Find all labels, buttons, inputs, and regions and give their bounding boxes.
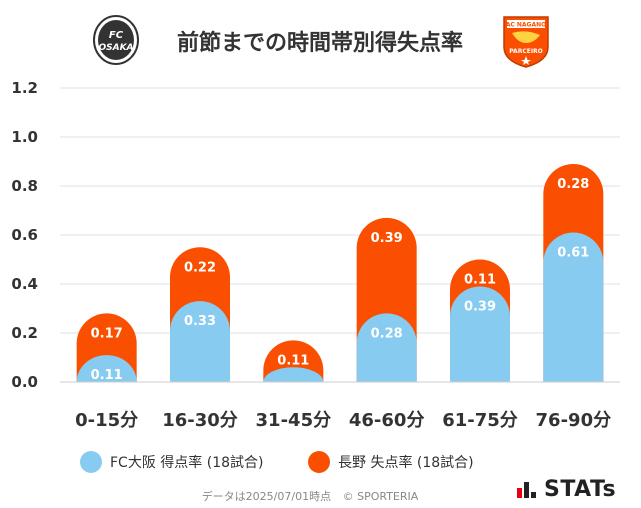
- y-tick-label: 1.0: [11, 128, 38, 146]
- fc-osaka-logo: FC OSAKA: [92, 14, 140, 66]
- svg-text:FC: FC: [109, 30, 124, 41]
- y-tick-label: 0.6: [11, 226, 38, 244]
- data-label-fc-osaka: 0.28: [371, 326, 403, 341]
- stats-logo-icon: [517, 482, 536, 498]
- svg-text:AC NAGANO: AC NAGANO: [506, 22, 547, 29]
- legend: FC大阪 得点率 (18試合) 長野 失点率 (18試合): [0, 448, 641, 476]
- data-label-nagano: 0.28: [557, 177, 589, 192]
- legend-swatch-nagano: [308, 451, 330, 473]
- y-tick-label: 0.4: [11, 275, 38, 293]
- bar-fc-osaka: [170, 301, 231, 382]
- bar-fc-osaka: [263, 367, 324, 382]
- stats-brand: STATs: [516, 474, 636, 504]
- legend-swatch-fc-osaka: [80, 451, 102, 473]
- data-label-nagano: 0.17: [91, 326, 123, 341]
- legend-label-fc-osaka: FC大阪 得点率 (18試合): [110, 455, 264, 471]
- x-tick-label: 46-60分: [349, 410, 425, 431]
- x-tick-label: 76-90分: [536, 410, 612, 431]
- x-tick-label: 61-75分: [442, 410, 518, 431]
- data-label-nagano: 0.39: [371, 231, 403, 246]
- bar-fc-osaka: [450, 286, 510, 382]
- data-label-fc-osaka: 0.11: [91, 368, 123, 383]
- footer: データは2025/07/01時点 © SPORTERIA: [120, 488, 500, 506]
- page-title: 前節までの時間帯別得失点率: [176, 31, 463, 56]
- x-tick-label: 0-15分: [75, 410, 138, 431]
- bar-fc-osaka: [76, 355, 137, 382]
- data-label-fc-osaka: 0.33: [184, 314, 216, 329]
- svg-text:OSAKA: OSAKA: [98, 43, 133, 53]
- x-tick-label: 16-30分: [162, 410, 238, 431]
- legend-item-fc-osaka: FC大阪 得点率 (18試合): [80, 448, 263, 476]
- legend-label-nagano: 長野 失点率 (18試合): [338, 455, 474, 471]
- data-label-nagano: 0.11: [464, 273, 496, 288]
- ac-nagano-parceiro-logo: AC NAGANO PARCEIRO: [500, 13, 552, 69]
- bar-fc-osaka: [543, 232, 604, 382]
- y-tick-label: 1.2: [11, 79, 38, 97]
- data-label-nagano: 0.11: [277, 353, 309, 368]
- stats-brand-name: STATs: [544, 476, 617, 502]
- legend-item-nagano: 長野 失点率 (18試合): [308, 448, 474, 476]
- y-tick-label: 0.8: [11, 177, 38, 195]
- copyright: © SPORTERIA: [342, 490, 419, 503]
- data-label-fc-osaka: 0.39: [464, 299, 496, 314]
- data-label-nagano: 0.22: [184, 260, 216, 275]
- data-label-fc-osaka: 0.61: [557, 246, 589, 261]
- y-tick-label: 0.0: [11, 373, 38, 391]
- y-tick-label: 0.2: [11, 324, 38, 342]
- x-tick-label: 31-45分: [256, 410, 332, 431]
- svg-text:PARCEIRO: PARCEIRO: [509, 48, 543, 55]
- data-date-note: データは2025/07/01時点: [201, 490, 332, 503]
- bar-fc-osaka: [356, 313, 417, 382]
